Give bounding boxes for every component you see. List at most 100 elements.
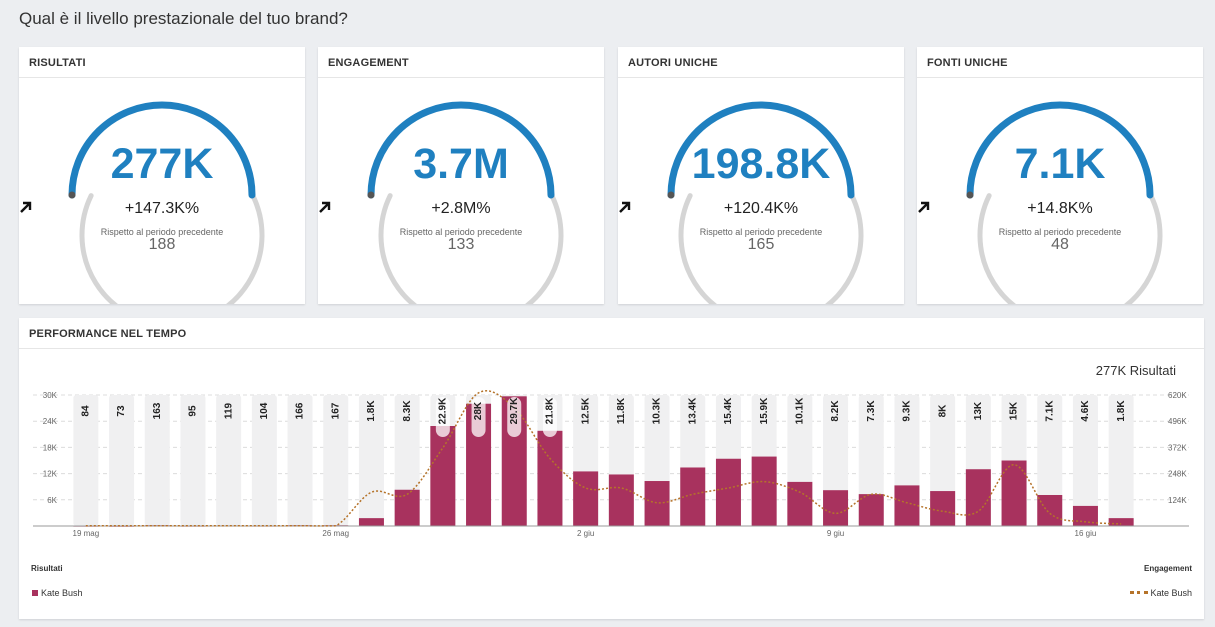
kpi-delta: +147.3K% <box>19 200 305 218</box>
legend-swatch-bar <box>32 590 38 596</box>
bar-background <box>73 395 99 526</box>
bar-background <box>144 395 170 526</box>
y-left-tick-label: 18K <box>43 443 58 452</box>
gauge: 3.7M +2.8M% Rispetto al periodo preceden… <box>318 78 604 304</box>
data-label: 119 <box>223 402 234 419</box>
bar <box>537 430 563 526</box>
kpi-previous-value: 133 <box>447 236 475 253</box>
legend-title-results: Risultati <box>31 564 63 573</box>
gauge-arc <box>667 101 855 199</box>
kpi-title: AUTORI UNICHE <box>618 47 904 78</box>
kpi-card-unique-sources: FONTI UNICHE 7.1K +14.8K% Rispetto al pe… <box>917 47 1203 304</box>
bar-background <box>109 395 135 526</box>
bar <box>1072 505 1098 526</box>
performance-chart[interactable]: 6K 124K 12K 248K 18K 372K 24K 496K 30K 620K 84 73 16… <box>19 349 1204 564</box>
bar <box>680 467 706 526</box>
gauge-track <box>678 193 864 304</box>
kpi-comparison-label: Rispetto al periodo precedente <box>998 227 1122 237</box>
legend-item-results[interactable]: Kate Bush <box>32 588 83 598</box>
kpi-value: 277K <box>110 140 214 188</box>
kpi-delta: +14.8K% <box>917 200 1203 218</box>
gauge-arc <box>367 101 555 199</box>
data-label: 4.6K <box>1080 400 1091 422</box>
bar <box>715 458 741 526</box>
data-label: 167 <box>330 402 341 419</box>
legend-item-engagement[interactable]: Kate Bush <box>1130 588 1192 598</box>
kpi-delta: +120.4K% <box>618 200 904 218</box>
data-label-bg <box>471 397 486 437</box>
kpi-card-engagement: ENGAGEMENT 3.7M +2.8M% Rispetto al perio… <box>318 47 604 304</box>
data-label: 13.4K <box>687 397 698 424</box>
data-label: 73 <box>116 405 127 417</box>
performance-card: PERFORMANCE NEL TEMPO 277K Risultati 6K 1… <box>19 318 1204 619</box>
page-title: Qual è il livello prestazionale del tuo … <box>19 9 348 28</box>
data-label: 7.1K <box>1044 400 1055 422</box>
bar <box>394 489 420 526</box>
gauge-arc <box>68 101 256 199</box>
data-label: 8K <box>937 404 948 418</box>
gauge-ring <box>667 101 864 304</box>
x-tick-label: 26 mag <box>322 529 349 538</box>
kpi-title: FONTI UNICHE <box>917 47 1203 78</box>
data-label: 104 <box>259 402 270 419</box>
legend-title-engagement: Engagement <box>1143 564 1192 573</box>
kpi-value: 198.8K <box>691 140 831 188</box>
y-right-tick-label: 496K <box>1168 417 1187 426</box>
data-label-bg <box>435 397 450 437</box>
kpi-previous-value: 188 <box>148 236 176 253</box>
data-label: 13K <box>973 401 984 420</box>
bar <box>608 474 634 526</box>
y-right-tick-label: 248K <box>1168 470 1187 479</box>
kpi-delta-value: +147.3K% <box>124 200 200 217</box>
data-label: 22.9K <box>437 397 448 424</box>
bar <box>1037 494 1063 526</box>
data-label-bg <box>542 397 557 437</box>
chart-total-label: 277K Risultati <box>1095 363 1176 378</box>
legend-swatch-line <box>1130 591 1149 594</box>
data-label-bg <box>507 397 522 437</box>
data-label: 11.8K <box>616 397 627 424</box>
x-tick-label: 2 giu <box>577 529 594 538</box>
arrow-up-right-icon <box>619 201 631 213</box>
data-label: 95 <box>188 405 199 417</box>
bar-background <box>251 395 277 526</box>
data-label: 84 <box>80 405 91 417</box>
gauge-arc <box>966 101 1154 199</box>
gauge-ring <box>68 101 265 304</box>
legend-item-engagement-label: Kate Bush <box>1150 588 1192 598</box>
data-label: 9.3K <box>902 400 913 422</box>
bar <box>358 518 384 526</box>
bar-background <box>1072 395 1098 526</box>
bar <box>573 471 599 526</box>
y-right-tick-label: 124K <box>1168 496 1187 505</box>
kpi-comparison-label: Rispetto al periodo precedente <box>699 227 823 237</box>
kpi-comparison-label: Rispetto al periodo precedente <box>399 227 523 237</box>
y-left-tick-label: 6K <box>47 496 57 505</box>
data-label: 1.8K <box>366 400 377 422</box>
gauge: 277K +147.3K% Rispetto al periodo preced… <box>19 78 305 304</box>
data-label: 12.5K <box>580 397 591 424</box>
y-right-tick-label: 372K <box>1168 443 1187 452</box>
bar <box>1108 518 1134 526</box>
data-label: 10.1K <box>794 397 805 424</box>
arrow-up-right-icon <box>319 201 331 213</box>
y-right-tick-label: 620K <box>1168 391 1187 400</box>
bar-background <box>180 395 206 526</box>
x-tick-label: 9 giu <box>827 529 844 538</box>
data-label: 7.3K <box>866 400 877 422</box>
bar <box>894 485 920 526</box>
bar <box>930 491 956 526</box>
bar-background <box>287 395 313 526</box>
kpi-title: RISULTATI <box>19 47 305 78</box>
kpi-comparison-label: Rispetto al periodo precedente <box>100 227 224 237</box>
kpi-card-results: RISULTATI 277K +147.3K% Rispetto al peri… <box>19 47 305 304</box>
data-label: 15.9K <box>759 397 770 424</box>
data-label: 166 <box>295 402 306 419</box>
data-label: 15K <box>1009 401 1020 420</box>
gauge-ring <box>966 101 1163 304</box>
bar-background <box>858 395 884 526</box>
bar <box>430 426 456 526</box>
kpi-delta-value: +14.8K% <box>1027 200 1093 217</box>
x-tick-label: 16 giu <box>1075 529 1097 538</box>
kpi-value: 7.1K <box>1014 140 1106 188</box>
